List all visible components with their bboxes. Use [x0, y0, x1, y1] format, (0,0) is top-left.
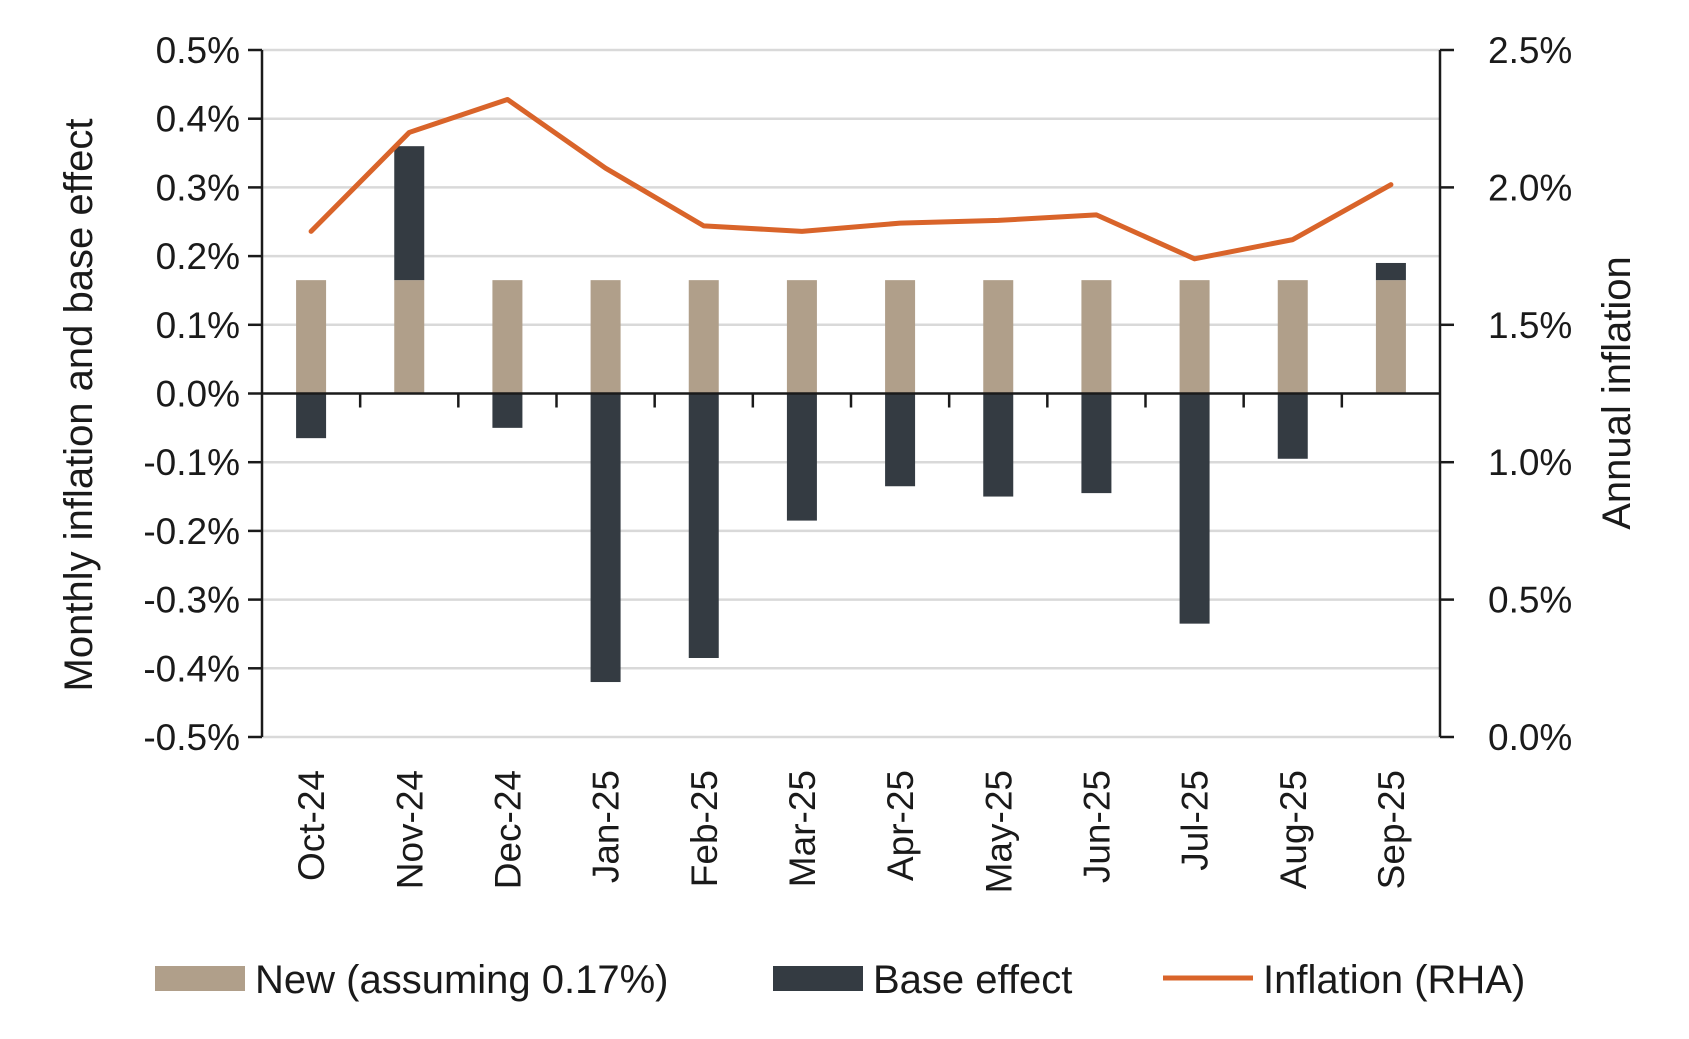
bar-new	[590, 280, 621, 394]
left-tick-label: 0.1%	[156, 305, 240, 346]
right-tick-label: 0.5%	[1488, 580, 1572, 621]
inflation-line	[308, 96, 1394, 262]
x-tick-label: Nov-24	[389, 770, 430, 889]
bar-base-effect	[885, 393, 916, 487]
bar-base-effect	[296, 393, 327, 439]
bar-base-effect	[688, 393, 719, 658]
bar-new	[1375, 280, 1406, 394]
bar-new	[688, 280, 719, 394]
left-tick-label: -0.2%	[143, 511, 240, 552]
left-tick-label: -0.3%	[143, 580, 240, 621]
axes	[248, 48, 1454, 739]
bar-base-effect	[1179, 393, 1210, 624]
bar-base-effect	[1277, 393, 1308, 459]
right-axis-title: Annual inflation	[1595, 256, 1639, 530]
right-tick-label: 2.5%	[1488, 30, 1572, 71]
right-tick-label: 2.0%	[1488, 167, 1572, 208]
x-tick-label: Feb-25	[684, 770, 725, 887]
left-tick-label: -0.5%	[143, 717, 240, 758]
bar-new	[296, 280, 327, 394]
right-axis-tick-labels: 2.5% 2.0% 1.5% 1.0% 0.5% 0.0%	[1488, 30, 1572, 758]
legend-swatch-new	[155, 966, 245, 991]
x-tick-label: Mar-25	[782, 770, 823, 887]
bar-new	[1179, 280, 1210, 394]
x-tick-label: Jul-25	[1175, 770, 1216, 871]
bar-new	[885, 280, 916, 394]
legend: New (assuming 0.17%) Base effect Inflati…	[155, 958, 1525, 1002]
x-tick-label: Oct-24	[291, 770, 332, 881]
legend-swatch-base-effect	[773, 966, 863, 991]
x-tick-label: Dec-24	[487, 770, 528, 889]
left-axis-title: Monthly inflation and base effect	[57, 119, 101, 692]
legend-label-base-effect: Base effect	[873, 958, 1072, 1002]
legend-label-new: New (assuming 0.17%)	[255, 958, 669, 1002]
right-tick-label: 0.0%	[1488, 717, 1572, 758]
bar-base-effect	[786, 393, 817, 521]
left-tick-label: 0.0%	[156, 374, 240, 415]
x-tick-label: Apr-25	[880, 770, 921, 881]
x-tick-label: Jan-25	[586, 770, 627, 883]
left-tick-label: 0.4%	[156, 99, 240, 140]
bar-new	[492, 280, 523, 394]
bar-new	[983, 280, 1014, 394]
bars	[296, 146, 1406, 683]
bar-new	[1277, 280, 1308, 394]
legend-label-inflation: Inflation (RHA)	[1263, 958, 1525, 1002]
x-tick-label: Jun-25	[1076, 770, 1117, 883]
bar-new	[1081, 280, 1112, 394]
right-tick-label: 1.0%	[1488, 442, 1572, 483]
inflation-line-group	[308, 96, 1394, 262]
left-tick-label: -0.1%	[143, 442, 240, 483]
bar-base-effect	[983, 393, 1014, 497]
x-tick-label: May-25	[978, 770, 1019, 893]
left-tick-label: 0.2%	[156, 236, 240, 277]
bar-base-effect	[590, 393, 621, 683]
bar-new	[394, 280, 425, 394]
bar-new	[786, 280, 817, 394]
bar-base-effect	[394, 146, 425, 281]
x-tick-label: Sep-25	[1371, 770, 1412, 889]
left-tick-label: 0.3%	[156, 167, 240, 208]
x-axis-tick-labels: Oct-24 Nov-24 Dec-24 Jan-25 Feb-25 Mar-25 Apr-…	[291, 770, 1412, 893]
bar-base-effect	[492, 393, 523, 428]
left-axis-tick-labels: 0.5% 0.4% 0.3% 0.2% 0.1% 0.0% -0.1% -0.2% -0.3% -…	[143, 30, 240, 758]
bar-base-effect	[1081, 393, 1112, 494]
x-tick-label: Aug-25	[1273, 770, 1314, 889]
left-tick-label: 0.5%	[156, 30, 240, 71]
left-tick-label: -0.4%	[143, 648, 240, 689]
bar-base-effect	[1375, 262, 1406, 281]
gridlines	[262, 48, 1440, 739]
right-tick-label: 1.5%	[1488, 305, 1572, 346]
